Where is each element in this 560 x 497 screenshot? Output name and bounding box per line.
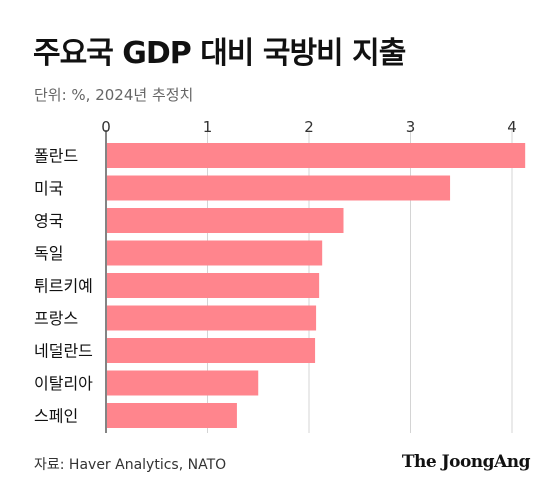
category-label: 이탈리아 — [34, 374, 93, 393]
brand-logo: The JoongAng — [401, 452, 531, 472]
category-label: 미국 — [34, 179, 63, 198]
chart-title: 주요국 GDP 대비 국방비 지출 — [33, 36, 406, 71]
bar — [107, 175, 451, 201]
category-label: 네덜란드 — [34, 342, 93, 361]
source-note: 자료: Haver Analytics, NATO — [34, 457, 227, 473]
chart-subtitle: 단위: %, 2024년 추정치 — [34, 86, 194, 104]
category-label: 폴란드 — [34, 147, 78, 166]
category-label: 독일 — [34, 244, 63, 263]
x-tick-label: 4 — [507, 118, 517, 136]
x-tick-label: 1 — [203, 118, 213, 136]
bar — [107, 208, 344, 233]
x-tick-label: 2 — [304, 118, 314, 136]
x-tick-label: 0 — [101, 118, 111, 136]
x-tick-label: 3 — [406, 118, 416, 136]
bar — [107, 273, 320, 298]
category-label: 영국 — [34, 212, 63, 231]
bar — [107, 370, 259, 396]
bar — [107, 338, 316, 363]
bar — [107, 403, 237, 428]
bar — [107, 143, 526, 168]
category-label: 스페인 — [34, 407, 78, 426]
bar — [107, 240, 323, 266]
bar — [107, 305, 317, 331]
category-label: 튀르키예 — [34, 277, 93, 296]
category-label: 프랑스 — [34, 309, 78, 328]
